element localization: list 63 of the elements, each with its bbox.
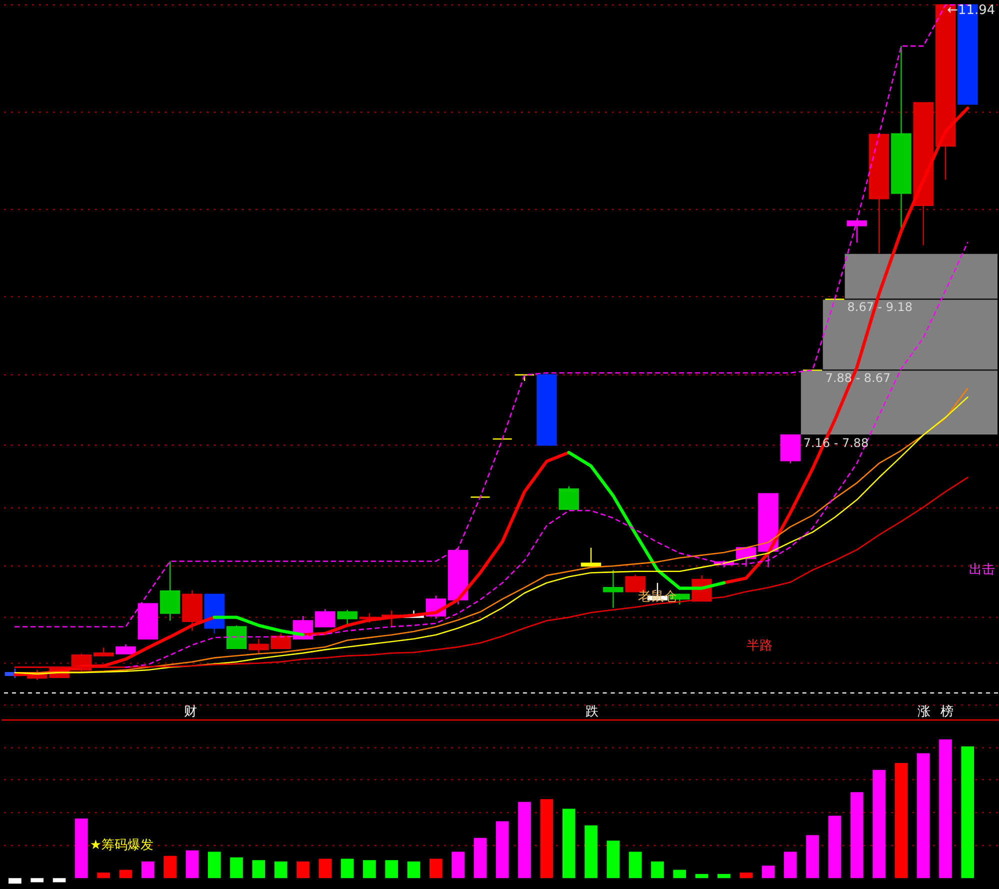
bar <box>164 856 176 878</box>
bar <box>452 852 464 878</box>
band-label: 8.67 - 9.18 <box>847 300 913 314</box>
text: 财 <box>184 704 198 720</box>
bar <box>740 872 753 878</box>
bar <box>119 870 132 878</box>
bar <box>939 739 952 878</box>
annotation: ★筹码爆发 <box>90 838 154 854</box>
bar <box>606 840 620 878</box>
candlestick <box>603 569 624 608</box>
bar <box>340 858 354 878</box>
bar <box>562 808 576 878</box>
bar <box>318 858 332 878</box>
bar <box>828 816 842 878</box>
bar <box>806 835 819 878</box>
candlestick <box>116 644 136 654</box>
bar <box>30 878 44 882</box>
annotation: ←11.94 <box>947 2 996 18</box>
bar <box>429 858 442 878</box>
bar <box>385 860 398 878</box>
candlestick <box>580 547 602 568</box>
bar <box>186 850 199 878</box>
candlestick <box>846 220 867 244</box>
bar <box>252 860 266 878</box>
text: 榜 <box>940 704 954 720</box>
bar <box>872 770 886 878</box>
bar <box>651 861 664 878</box>
band-label: 7.88 - 8.67 <box>825 371 891 386</box>
bar <box>695 874 708 878</box>
bar <box>518 802 531 878</box>
bar <box>762 866 775 878</box>
candlestick <box>226 624 247 649</box>
bar <box>628 852 642 878</box>
bar <box>363 860 376 878</box>
bar <box>474 838 487 878</box>
candlestick <box>160 560 180 622</box>
bar <box>52 878 66 882</box>
bar <box>141 861 154 878</box>
bar <box>496 821 509 878</box>
bar <box>97 872 110 878</box>
bar <box>230 857 243 878</box>
candlestick <box>337 609 358 626</box>
bar <box>208 852 221 878</box>
bar <box>75 818 88 878</box>
bar <box>850 792 864 878</box>
bar <box>407 861 420 878</box>
bar <box>8 878 22 884</box>
bar <box>961 746 974 878</box>
bar <box>673 870 686 878</box>
bar <box>784 852 797 878</box>
bar <box>894 763 908 878</box>
bar <box>584 825 598 878</box>
candlestick <box>315 608 336 628</box>
text: 跌 <box>585 704 598 720</box>
candlestick <box>558 486 579 510</box>
text: 涨 <box>918 704 931 720</box>
bar <box>916 753 930 878</box>
annotation: 出击 <box>969 562 996 578</box>
bar <box>296 861 310 878</box>
bar <box>540 799 554 878</box>
bar <box>718 874 730 878</box>
bar <box>274 861 288 878</box>
annotation: 半路 <box>746 638 772 654</box>
